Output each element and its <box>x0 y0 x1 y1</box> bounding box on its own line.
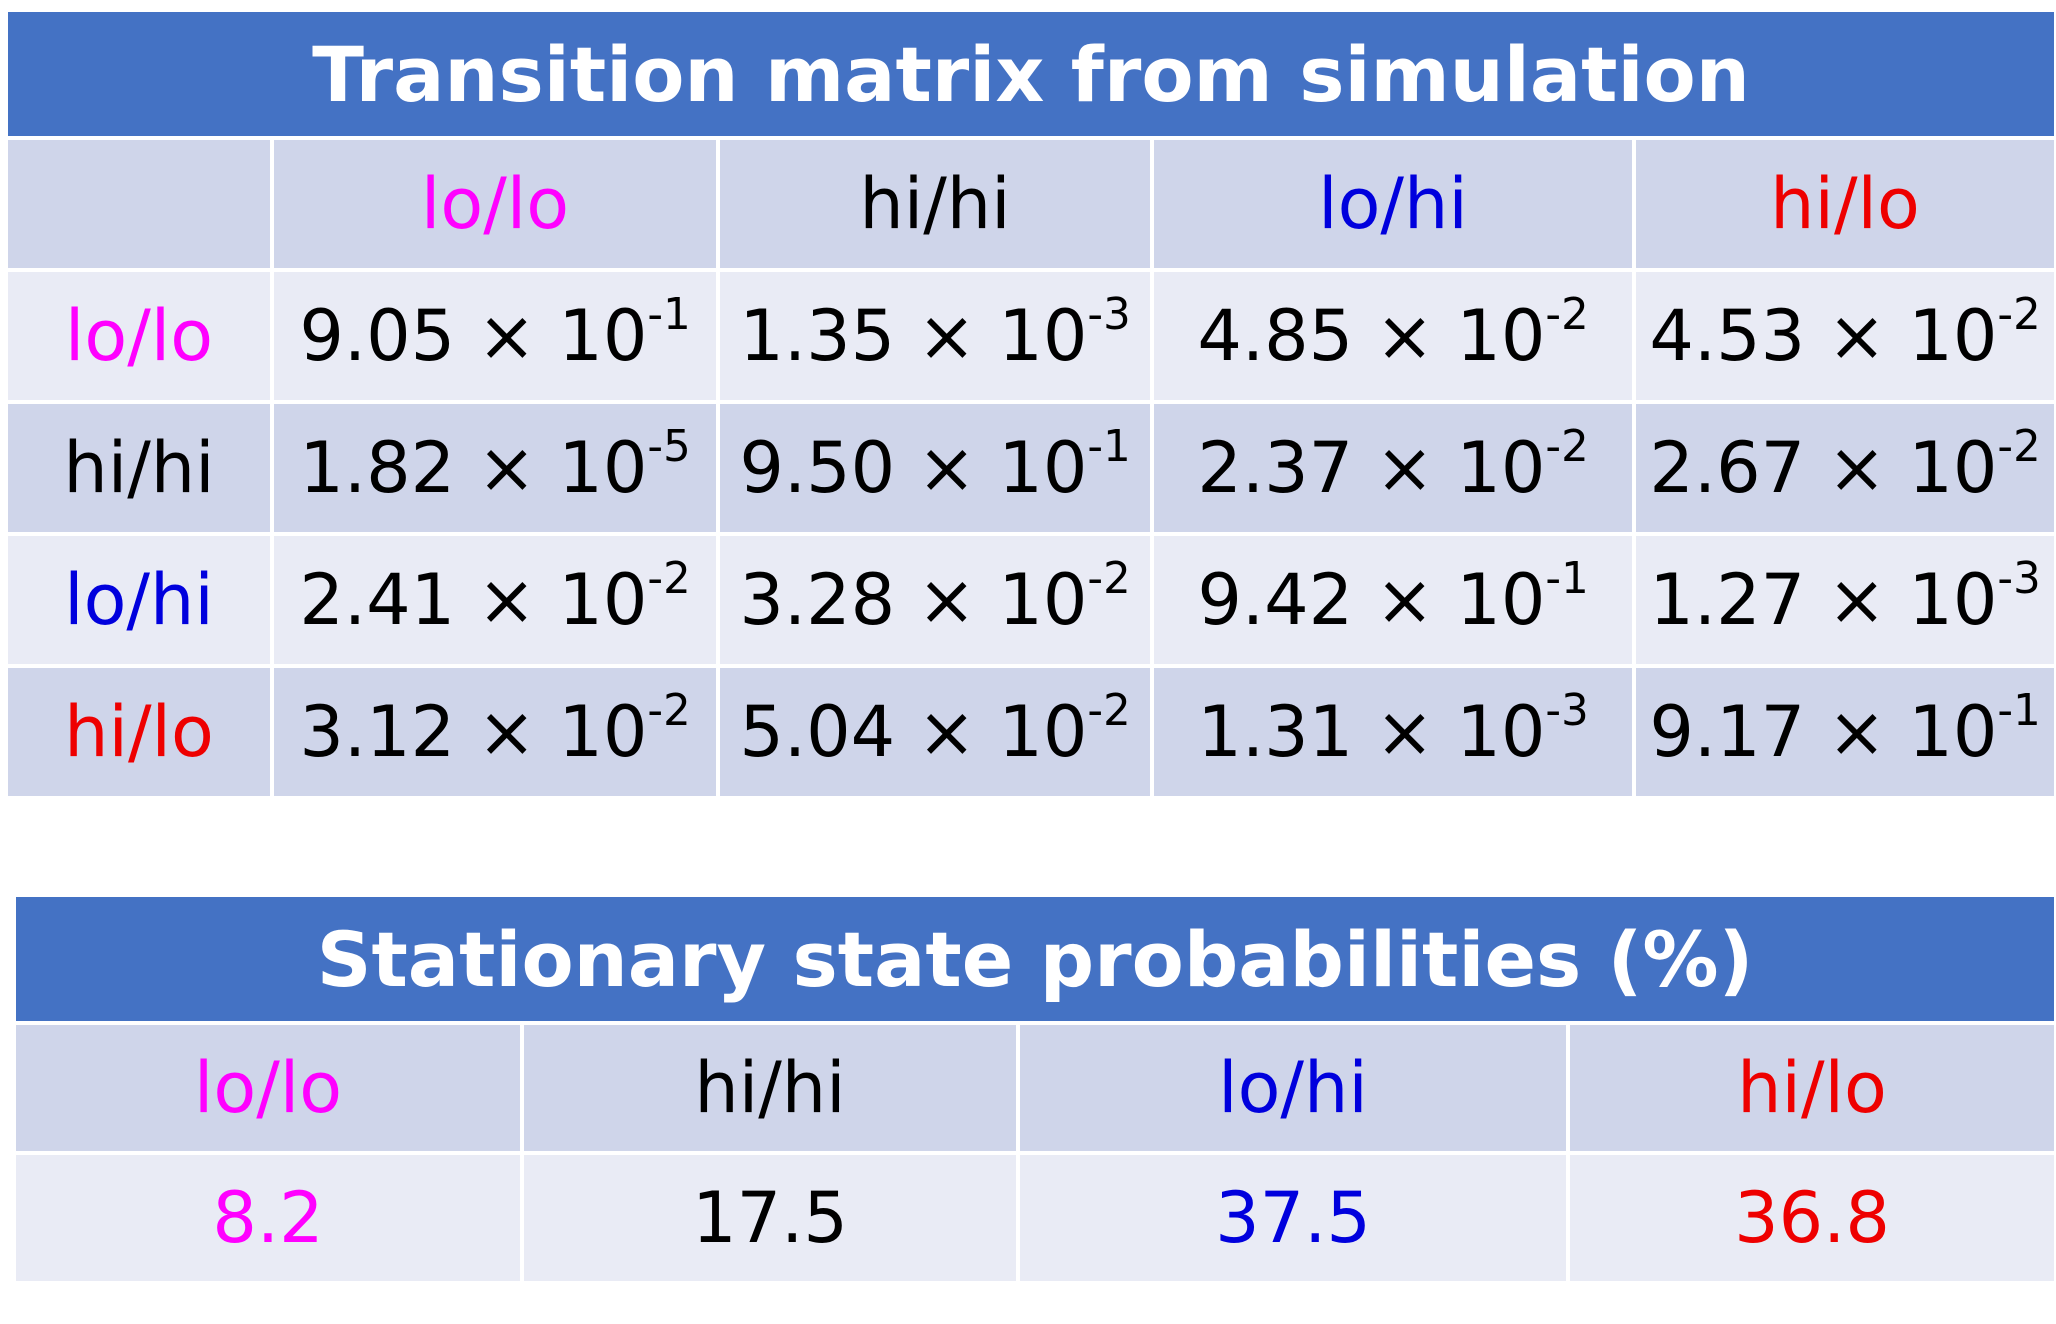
probability-value-hi-hi: 17.5 <box>520 1151 1020 1285</box>
column-header-hi-lo: hi/lo <box>1565 1021 2056 1155</box>
probability-value-lo-hi: 37.5 <box>1016 1151 1570 1285</box>
column-header-lo-lo: lo/lo <box>270 136 720 272</box>
table-title-row: Transition matrix from simulation <box>3 8 2056 140</box>
corner-cell <box>4 136 274 272</box>
table-row: lo/lo 9.05 × 10-1 1.35 × 10-3 4.85 × 10-… <box>4 268 2056 404</box>
matrix-cell: 4.85 × 10-2 <box>1150 268 1636 404</box>
row-header-hi-hi: hi/hi <box>4 400 274 536</box>
table-row: hi/hi 1.82 × 10-5 9.50 × 10-1 2.37 × 10-… <box>4 400 2056 536</box>
table-row: 8.2 17.5 37.5 36.8 <box>12 1151 2056 1285</box>
transition-matrix-title: Transition matrix from simulation <box>3 8 2056 140</box>
matrix-cell: 3.12 × 10-2 <box>270 664 720 800</box>
probability-value-lo-lo: 8.2 <box>12 1151 524 1285</box>
column-header-row: lo/lo hi/hi lo/hi hi/lo <box>12 1021 2056 1155</box>
matrix-cell: 9.17 × 10-1 <box>1631 664 2056 800</box>
matrix-cell: 1.35 × 10-3 <box>716 268 1154 404</box>
column-header-row: lo/lo hi/hi lo/hi hi/lo <box>4 136 2056 272</box>
matrix-cell: 2.37 × 10-2 <box>1150 400 1636 536</box>
matrix-cell: 9.05 × 10-1 <box>270 268 720 404</box>
matrix-cell: 5.04 × 10-2 <box>716 664 1154 800</box>
matrix-cell: 1.27 × 10-3 <box>1631 532 2056 668</box>
column-header-lo-lo: lo/lo <box>12 1021 524 1155</box>
stationary-probabilities-title: Stationary state probabilities (%) <box>11 893 2056 1025</box>
row-header-lo-lo: lo/lo <box>4 268 274 404</box>
column-header-lo-hi: lo/hi <box>1016 1021 1570 1155</box>
column-header-hi-hi: hi/hi <box>716 136 1154 272</box>
column-header-hi-lo: hi/lo <box>1631 136 2056 272</box>
matrix-cell: 4.53 × 10-2 <box>1631 268 2056 404</box>
row-header-hi-lo: hi/lo <box>4 664 274 800</box>
matrix-cell: 3.28 × 10-2 <box>716 532 1154 668</box>
matrix-cell: 2.41 × 10-2 <box>270 532 720 668</box>
matrix-cell: 9.50 × 10-1 <box>716 400 1154 536</box>
matrix-cell: 2.67 × 10-2 <box>1631 400 2056 536</box>
column-header-hi-hi: hi/hi <box>520 1021 1020 1155</box>
matrix-cell: 9.42 × 10-1 <box>1150 532 1636 668</box>
transition-matrix-table: Transition matrix from simulation lo/lo … <box>3 8 2056 800</box>
matrix-cell: 1.82 × 10-5 <box>270 400 720 536</box>
probability-value-hi-lo: 36.8 <box>1565 1151 2056 1285</box>
stationary-probabilities-table: Stationary state probabilities (%) lo/lo… <box>11 893 2056 1285</box>
table-row: hi/lo 3.12 × 10-2 5.04 × 10-2 1.31 × 10-… <box>4 664 2056 800</box>
table-row: lo/hi 2.41 × 10-2 3.28 × 10-2 9.42 × 10-… <box>4 532 2056 668</box>
table-title-row: Stationary state probabilities (%) <box>11 893 2056 1025</box>
column-header-lo-hi: lo/hi <box>1150 136 1636 272</box>
matrix-cell: 1.31 × 10-3 <box>1150 664 1636 800</box>
row-header-lo-hi: lo/hi <box>4 532 274 668</box>
